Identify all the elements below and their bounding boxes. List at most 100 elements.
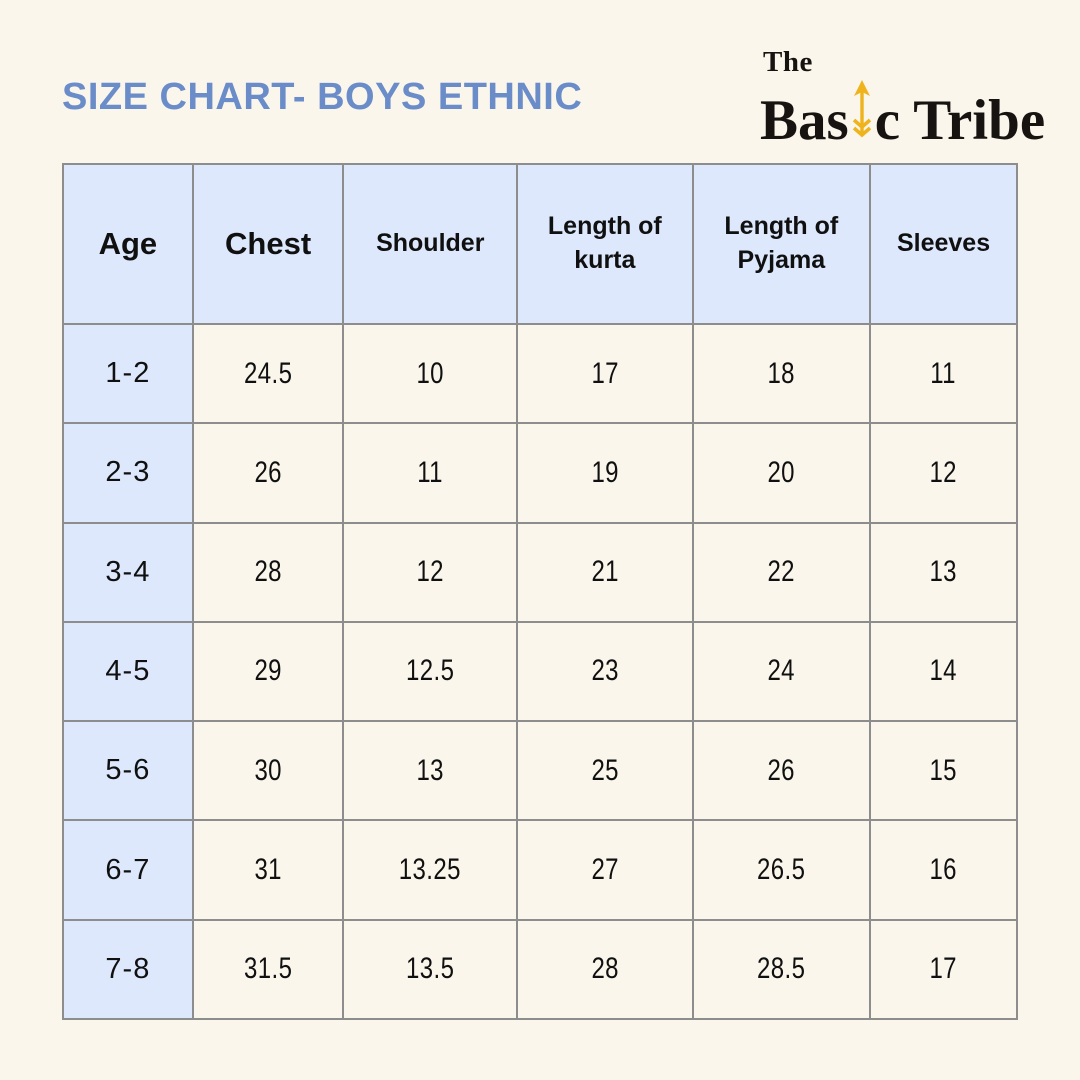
value-cell: 30 xyxy=(191,720,345,822)
cell-value: 1-2 xyxy=(105,357,151,390)
cell-value: 29 xyxy=(254,654,282,688)
cell-value: 11 xyxy=(930,356,957,390)
age-cell: 7-8 xyxy=(62,918,194,1021)
value-cell: 12.5 xyxy=(342,620,519,723)
value-cell: 13.25 xyxy=(342,819,519,921)
value-cell: 13 xyxy=(869,521,1018,623)
column-header-shoulder: Shoulder xyxy=(342,163,519,325)
value-cell: 26 xyxy=(691,720,872,822)
value-cell: 28 xyxy=(191,521,345,623)
value-cell: 10 xyxy=(342,322,519,425)
column-header-age: Age xyxy=(62,163,194,325)
cell-value: 28 xyxy=(591,952,619,986)
table-row: 6-7 31 13.25 27 26.5 16 xyxy=(62,819,1018,921)
cell-value: 31 xyxy=(254,853,282,887)
cell-value: 22 xyxy=(767,555,796,589)
cell-value: 12 xyxy=(929,455,958,489)
cell-value: 31.5 xyxy=(243,952,293,986)
value-cell: 19 xyxy=(516,422,694,524)
cell-value: 24 xyxy=(767,654,796,688)
value-cell: 31 xyxy=(191,819,345,921)
value-cell: 26.5 xyxy=(691,819,872,921)
cell-value: 27 xyxy=(591,853,619,887)
size-table-body: 1-2 24.5 10 17 18 11 2-3 26 11 19 20 12 3-4 28 12 21 22 1… xyxy=(62,322,1018,1021)
cell-value: 13.5 xyxy=(406,952,455,986)
logo-wordmark: Bas c Tribe xyxy=(760,79,1045,149)
age-cell: 1-2 xyxy=(62,322,194,425)
cell-value: 11 xyxy=(417,455,444,489)
cell-value: 18 xyxy=(767,356,796,390)
table-row: 4-5 29 12.5 23 24 14 xyxy=(62,620,1018,723)
up-arrow-icon xyxy=(851,79,873,149)
cell-value: 28.5 xyxy=(757,952,806,986)
age-cell: 3-4 xyxy=(62,521,194,623)
value-cell: 21 xyxy=(516,521,694,623)
column-header-chest: Chest xyxy=(191,163,345,325)
value-cell: 11 xyxy=(342,422,519,524)
value-cell: 23 xyxy=(516,620,694,723)
value-cell: 12 xyxy=(869,422,1018,524)
value-cell: 14 xyxy=(869,620,1018,723)
cell-value: 14 xyxy=(929,654,958,688)
cell-value: 4-5 xyxy=(105,654,151,687)
value-cell: 24 xyxy=(691,620,872,723)
value-cell: 18 xyxy=(691,322,872,425)
value-cell: 12 xyxy=(342,521,519,623)
cell-value: 2-3 xyxy=(105,456,151,489)
table-row: 5-6 30 13 25 26 15 xyxy=(62,720,1018,822)
logo-wordmark-part2: c Tribe xyxy=(874,89,1046,152)
value-cell: 20 xyxy=(691,422,872,524)
column-header-length-of-pyjama: Length of Pyjama xyxy=(691,163,872,325)
cell-value: 17 xyxy=(929,952,958,986)
cell-value: 15 xyxy=(929,753,958,787)
cell-value: 16 xyxy=(929,853,958,887)
age-cell: 4-5 xyxy=(62,620,194,723)
logo-wordmark-part1: Bas xyxy=(760,89,849,152)
cell-value: 30 xyxy=(254,753,282,787)
value-cell: 28 xyxy=(516,918,694,1021)
column-header-sleeves: Sleeves xyxy=(869,163,1018,325)
cell-value: 28 xyxy=(254,555,282,589)
value-cell: 17 xyxy=(516,322,694,425)
age-cell: 6-7 xyxy=(62,819,194,921)
cell-value: 21 xyxy=(591,555,619,589)
cell-value: 25 xyxy=(591,753,619,787)
age-cell: 2-3 xyxy=(62,422,194,524)
cell-value: 5-6 xyxy=(105,754,151,787)
value-cell: 13.5 xyxy=(342,918,519,1021)
cell-value: 20 xyxy=(767,455,796,489)
cell-value: 3-4 xyxy=(105,555,151,588)
cell-value: 26 xyxy=(767,753,796,787)
cell-value: 23 xyxy=(591,654,619,688)
cell-value: 17 xyxy=(591,356,619,390)
value-cell: 26 xyxy=(191,422,345,524)
cell-value: 13 xyxy=(929,555,958,589)
value-cell: 24.5 xyxy=(191,322,345,425)
value-cell: 13 xyxy=(342,720,519,822)
value-cell: 15 xyxy=(869,720,1018,822)
cell-value: 19 xyxy=(591,455,619,489)
logo-the-text: The xyxy=(763,46,813,78)
table-row: 1-2 24.5 10 17 18 11 xyxy=(62,322,1018,425)
table-row: 2-3 26 11 19 20 12 xyxy=(62,422,1018,524)
cell-value: 10 xyxy=(416,356,445,390)
value-cell: 28.5 xyxy=(691,918,872,1021)
cell-value: 24.5 xyxy=(243,356,293,390)
page-title: SIZE CHART- BOYS ETHNIC xyxy=(62,76,583,118)
cell-value: 12 xyxy=(416,555,445,589)
value-cell: 16 xyxy=(869,819,1018,921)
value-cell: 17 xyxy=(869,918,1018,1021)
cell-value: 13 xyxy=(416,753,445,787)
cell-value: 12.5 xyxy=(406,654,455,688)
value-cell: 22 xyxy=(691,521,872,623)
cell-value: 7-8 xyxy=(105,952,151,985)
value-cell: 27 xyxy=(516,819,694,921)
cell-value: 6-7 xyxy=(105,853,151,886)
value-cell: 29 xyxy=(191,620,345,723)
size-chart-table: Age Chest Shoulder Length of kurta Length of… xyxy=(62,163,1018,1021)
column-header-length-of-kurta: Length of kurta xyxy=(516,163,694,325)
value-cell: 25 xyxy=(516,720,694,822)
table-row: 3-4 28 12 21 22 13 xyxy=(62,521,1018,623)
cell-value: 13.25 xyxy=(399,853,462,887)
table-row: 7-8 31.5 13.5 28 28.5 17 xyxy=(62,918,1018,1021)
